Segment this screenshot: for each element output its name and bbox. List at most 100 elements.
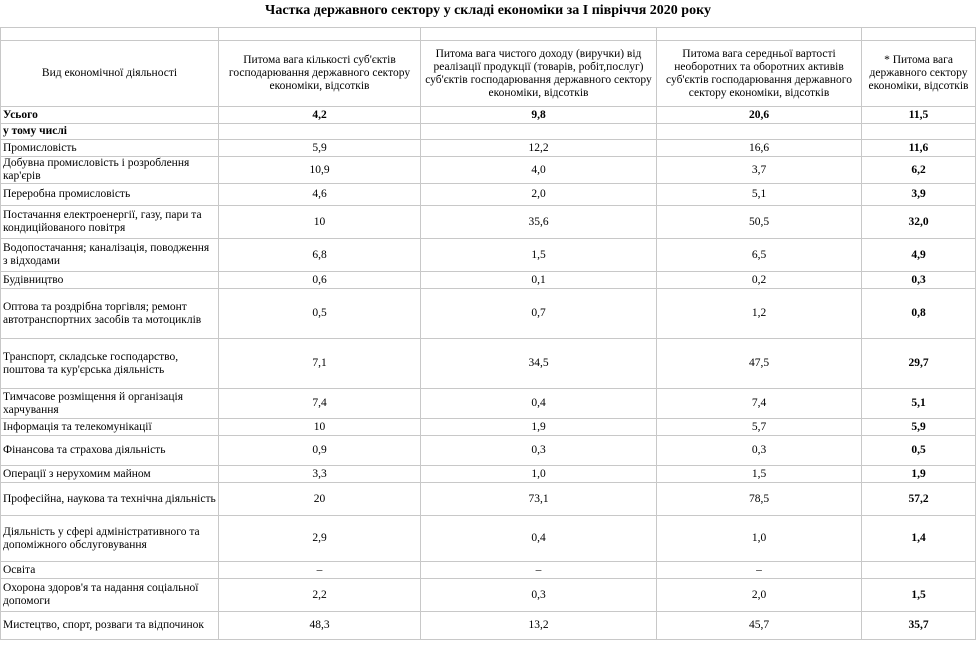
- table-row: Постачання електроенергії, газу, пари та…: [0, 205, 976, 239]
- row-label: Освіта: [0, 561, 219, 579]
- state-sector-share-cell: 57,2: [861, 482, 976, 516]
- assets-share-cell: 3,7: [656, 156, 862, 184]
- row-label: Промисловість: [0, 139, 219, 157]
- income-share-cell: 0,7: [420, 288, 657, 339]
- assets-share-cell: 0,2: [656, 271, 862, 289]
- header-entities-share: Питома вага кількості суб'єктів господар…: [218, 40, 421, 107]
- row-label: Транспорт, складське господарство, пошто…: [0, 338, 219, 389]
- subheader-row: у тому числі: [0, 123, 976, 140]
- table-row: Мистецтво, спорт, розваги та відпочинок 4…: [0, 611, 976, 640]
- total-value: 4,2: [218, 106, 421, 124]
- row-label: Будівництво: [0, 271, 219, 289]
- state-sector-share-cell: 1,4: [861, 515, 976, 562]
- assets-share-cell: 2,0: [656, 578, 862, 612]
- entities-share-cell: 4,6: [218, 183, 421, 206]
- state-sector-share-cell: 0,3: [861, 271, 976, 289]
- income-share-cell: 13,2: [420, 611, 657, 640]
- header-activity: Вид економічної діяльності: [0, 40, 219, 107]
- table-row: Водопостачання; каналізація, поводження …: [0, 238, 976, 272]
- assets-share-cell: 1,2: [656, 288, 862, 339]
- state-sector-share-cell: 29,7: [861, 338, 976, 389]
- state-sector-share-cell: 4,9: [861, 238, 976, 272]
- income-share-cell: 2,0: [420, 183, 657, 206]
- row-label: Мистецтво, спорт, розваги та відпочинок: [0, 611, 219, 640]
- entities-share-cell: 10: [218, 418, 421, 436]
- income-share-cell: 73,1: [420, 482, 657, 516]
- data-table: Вид економічної діяльності Питома вага к…: [0, 27, 976, 640]
- state-sector-share-cell: 6,2: [861, 156, 976, 184]
- income-share-cell: 0,4: [420, 388, 657, 419]
- income-share-cell: 0,4: [420, 515, 657, 562]
- entities-share-cell: 20: [218, 482, 421, 516]
- table-row: Професійна, наукова та технічна діяльніс…: [0, 482, 976, 516]
- entities-share-cell: 48,3: [218, 611, 421, 640]
- table-row: Будівництво 0,6 0,1 0,2 0,3: [0, 271, 976, 289]
- assets-share-cell: 47,5: [656, 338, 862, 389]
- state-sector-share-cell: 5,1: [861, 388, 976, 419]
- state-sector-share-cell: 11,6: [861, 139, 976, 157]
- assets-share-cell: 5,7: [656, 418, 862, 436]
- header-assets-share: Питома вага середньої вартості необоротн…: [656, 40, 862, 107]
- income-share-cell: 12,2: [420, 139, 657, 157]
- row-label: Фінансова та страхова діяльність: [0, 435, 219, 466]
- table-row: Охорона здоров'я та надання соціальної д…: [0, 578, 976, 612]
- entities-share-cell: 5,9: [218, 139, 421, 157]
- income-share-cell: 34,5: [420, 338, 657, 389]
- row-label: Професійна, наукова та технічна діяльніс…: [0, 482, 219, 516]
- state-sector-share-cell: 0,8: [861, 288, 976, 339]
- row-label: Постачання електроенергії, газу, пари та…: [0, 205, 219, 239]
- row-label: Діяльність у сфері адміністративного та …: [0, 515, 219, 562]
- table-row: Транспорт, складське господарство, пошто…: [0, 338, 976, 389]
- table-header-row: Вид економічної діяльності Питома вага к…: [0, 40, 976, 107]
- assets-share-cell: 0,3: [656, 435, 862, 466]
- entities-share-cell: –: [218, 561, 421, 579]
- row-label: Переробна промисловість: [0, 183, 219, 206]
- table-row: Переробна промисловість 4,6 2,0 5,1 3,9: [0, 183, 976, 206]
- row-label: Операції з нерухомим майном: [0, 465, 219, 483]
- assets-share-cell: 6,5: [656, 238, 862, 272]
- state-sector-share-cell: 1,5: [861, 578, 976, 612]
- table-row: Тимчасове розміщення й організація харчу…: [0, 388, 976, 419]
- entities-share-cell: 10: [218, 205, 421, 239]
- entities-share-cell: 7,4: [218, 388, 421, 419]
- spacer-row: [0, 27, 976, 41]
- row-label: Тимчасове розміщення й організація харчу…: [0, 388, 219, 419]
- income-share-cell: 1,5: [420, 238, 657, 272]
- table-row: Добувна промисловість і розроблення кар'…: [0, 156, 976, 184]
- subheader-label: у тому числі: [0, 123, 219, 140]
- income-share-cell: 1,0: [420, 465, 657, 483]
- income-share-cell: 35,6: [420, 205, 657, 239]
- assets-share-cell: 50,5: [656, 205, 862, 239]
- income-share-cell: 1,9: [420, 418, 657, 436]
- total-value: 11,5: [861, 106, 976, 124]
- income-share-cell: 4,0: [420, 156, 657, 184]
- state-sector-share-cell: [861, 561, 976, 579]
- state-sector-share-cell: 1,9: [861, 465, 976, 483]
- assets-share-cell: 78,5: [656, 482, 862, 516]
- assets-share-cell: 1,0: [656, 515, 862, 562]
- page-title: Частка державного сектору у складі еконо…: [265, 3, 711, 18]
- entities-share-cell: 2,9: [218, 515, 421, 562]
- row-label: Добувна промисловість і розроблення кар'…: [0, 156, 219, 184]
- row-label: Інформація та телекомунікації: [0, 418, 219, 436]
- total-row: Усього 4,2 9,8 20,6 11,5: [0, 106, 976, 124]
- state-sector-share-cell: 32,0: [861, 205, 976, 239]
- state-sector-share-cell: 35,7: [861, 611, 976, 640]
- assets-share-cell: 5,1: [656, 183, 862, 206]
- row-label: Водопостачання; каналізація, поводження …: [0, 238, 219, 272]
- header-state-sector-share: * Питома вага державного сектору економі…: [861, 40, 976, 107]
- table-row: Діяльність у сфері адміністративного та …: [0, 515, 976, 562]
- table-row: Оптова та роздрібна торгівля; ремонт авт…: [0, 288, 976, 339]
- assets-share-cell: 16,6: [656, 139, 862, 157]
- entities-share-cell: 0,9: [218, 435, 421, 466]
- entities-share-cell: 0,5: [218, 288, 421, 339]
- table-row: Інформація та телекомунікації 10 1,9 5,7 5,9: [0, 418, 976, 436]
- row-label: Охорона здоров'я та надання соціальної д…: [0, 578, 219, 612]
- assets-share-cell: –: [656, 561, 862, 579]
- entities-share-cell: 3,3: [218, 465, 421, 483]
- state-sector-share-cell: 3,9: [861, 183, 976, 206]
- entities-share-cell: 6,8: [218, 238, 421, 272]
- income-share-cell: 0,3: [420, 578, 657, 612]
- row-label: Оптова та роздрібна торгівля; ремонт авт…: [0, 288, 219, 339]
- income-share-cell: 0,1: [420, 271, 657, 289]
